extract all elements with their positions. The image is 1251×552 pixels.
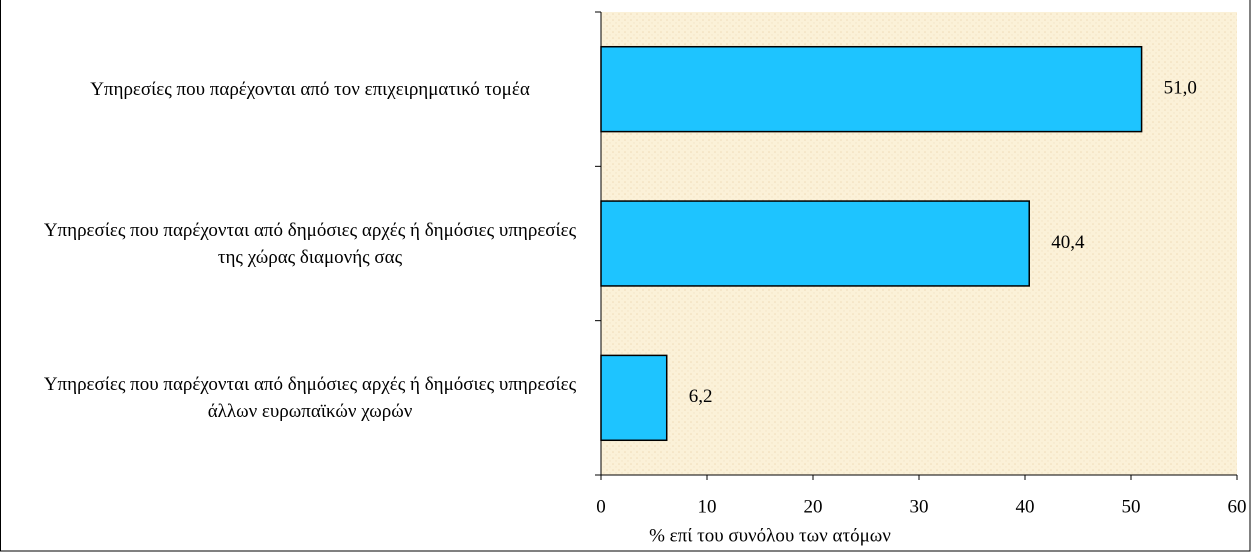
x-tick-label: 50 [1122,496,1141,517]
bar [600,45,1143,133]
bar [600,200,1030,287]
x-tick-label: 60 [1228,496,1247,517]
bar [600,354,668,442]
value-label: 40,4 [1051,232,1085,253]
x-tick-label: 10 [698,496,717,517]
category-label: Υπηρεσίες που παρέχονται από δημόσιες αρ… [43,373,577,422]
category-label: Υπηρεσίες που παρέχονται από δημόσιες αρ… [43,219,577,268]
x-tick-label: 0 [596,496,606,517]
value-label: 6,2 [689,386,713,407]
x-axis-label: % επί του συνόλου των ατόμων [649,525,891,546]
x-tick-label: 20 [804,496,823,517]
x-tick-label: 40 [1016,496,1035,517]
category-label: Υπηρεσίες που παρέχονται από τον επιχειρ… [90,78,530,100]
value-label: 51,0 [1164,78,1197,99]
x-tick-label: 30 [910,496,929,517]
